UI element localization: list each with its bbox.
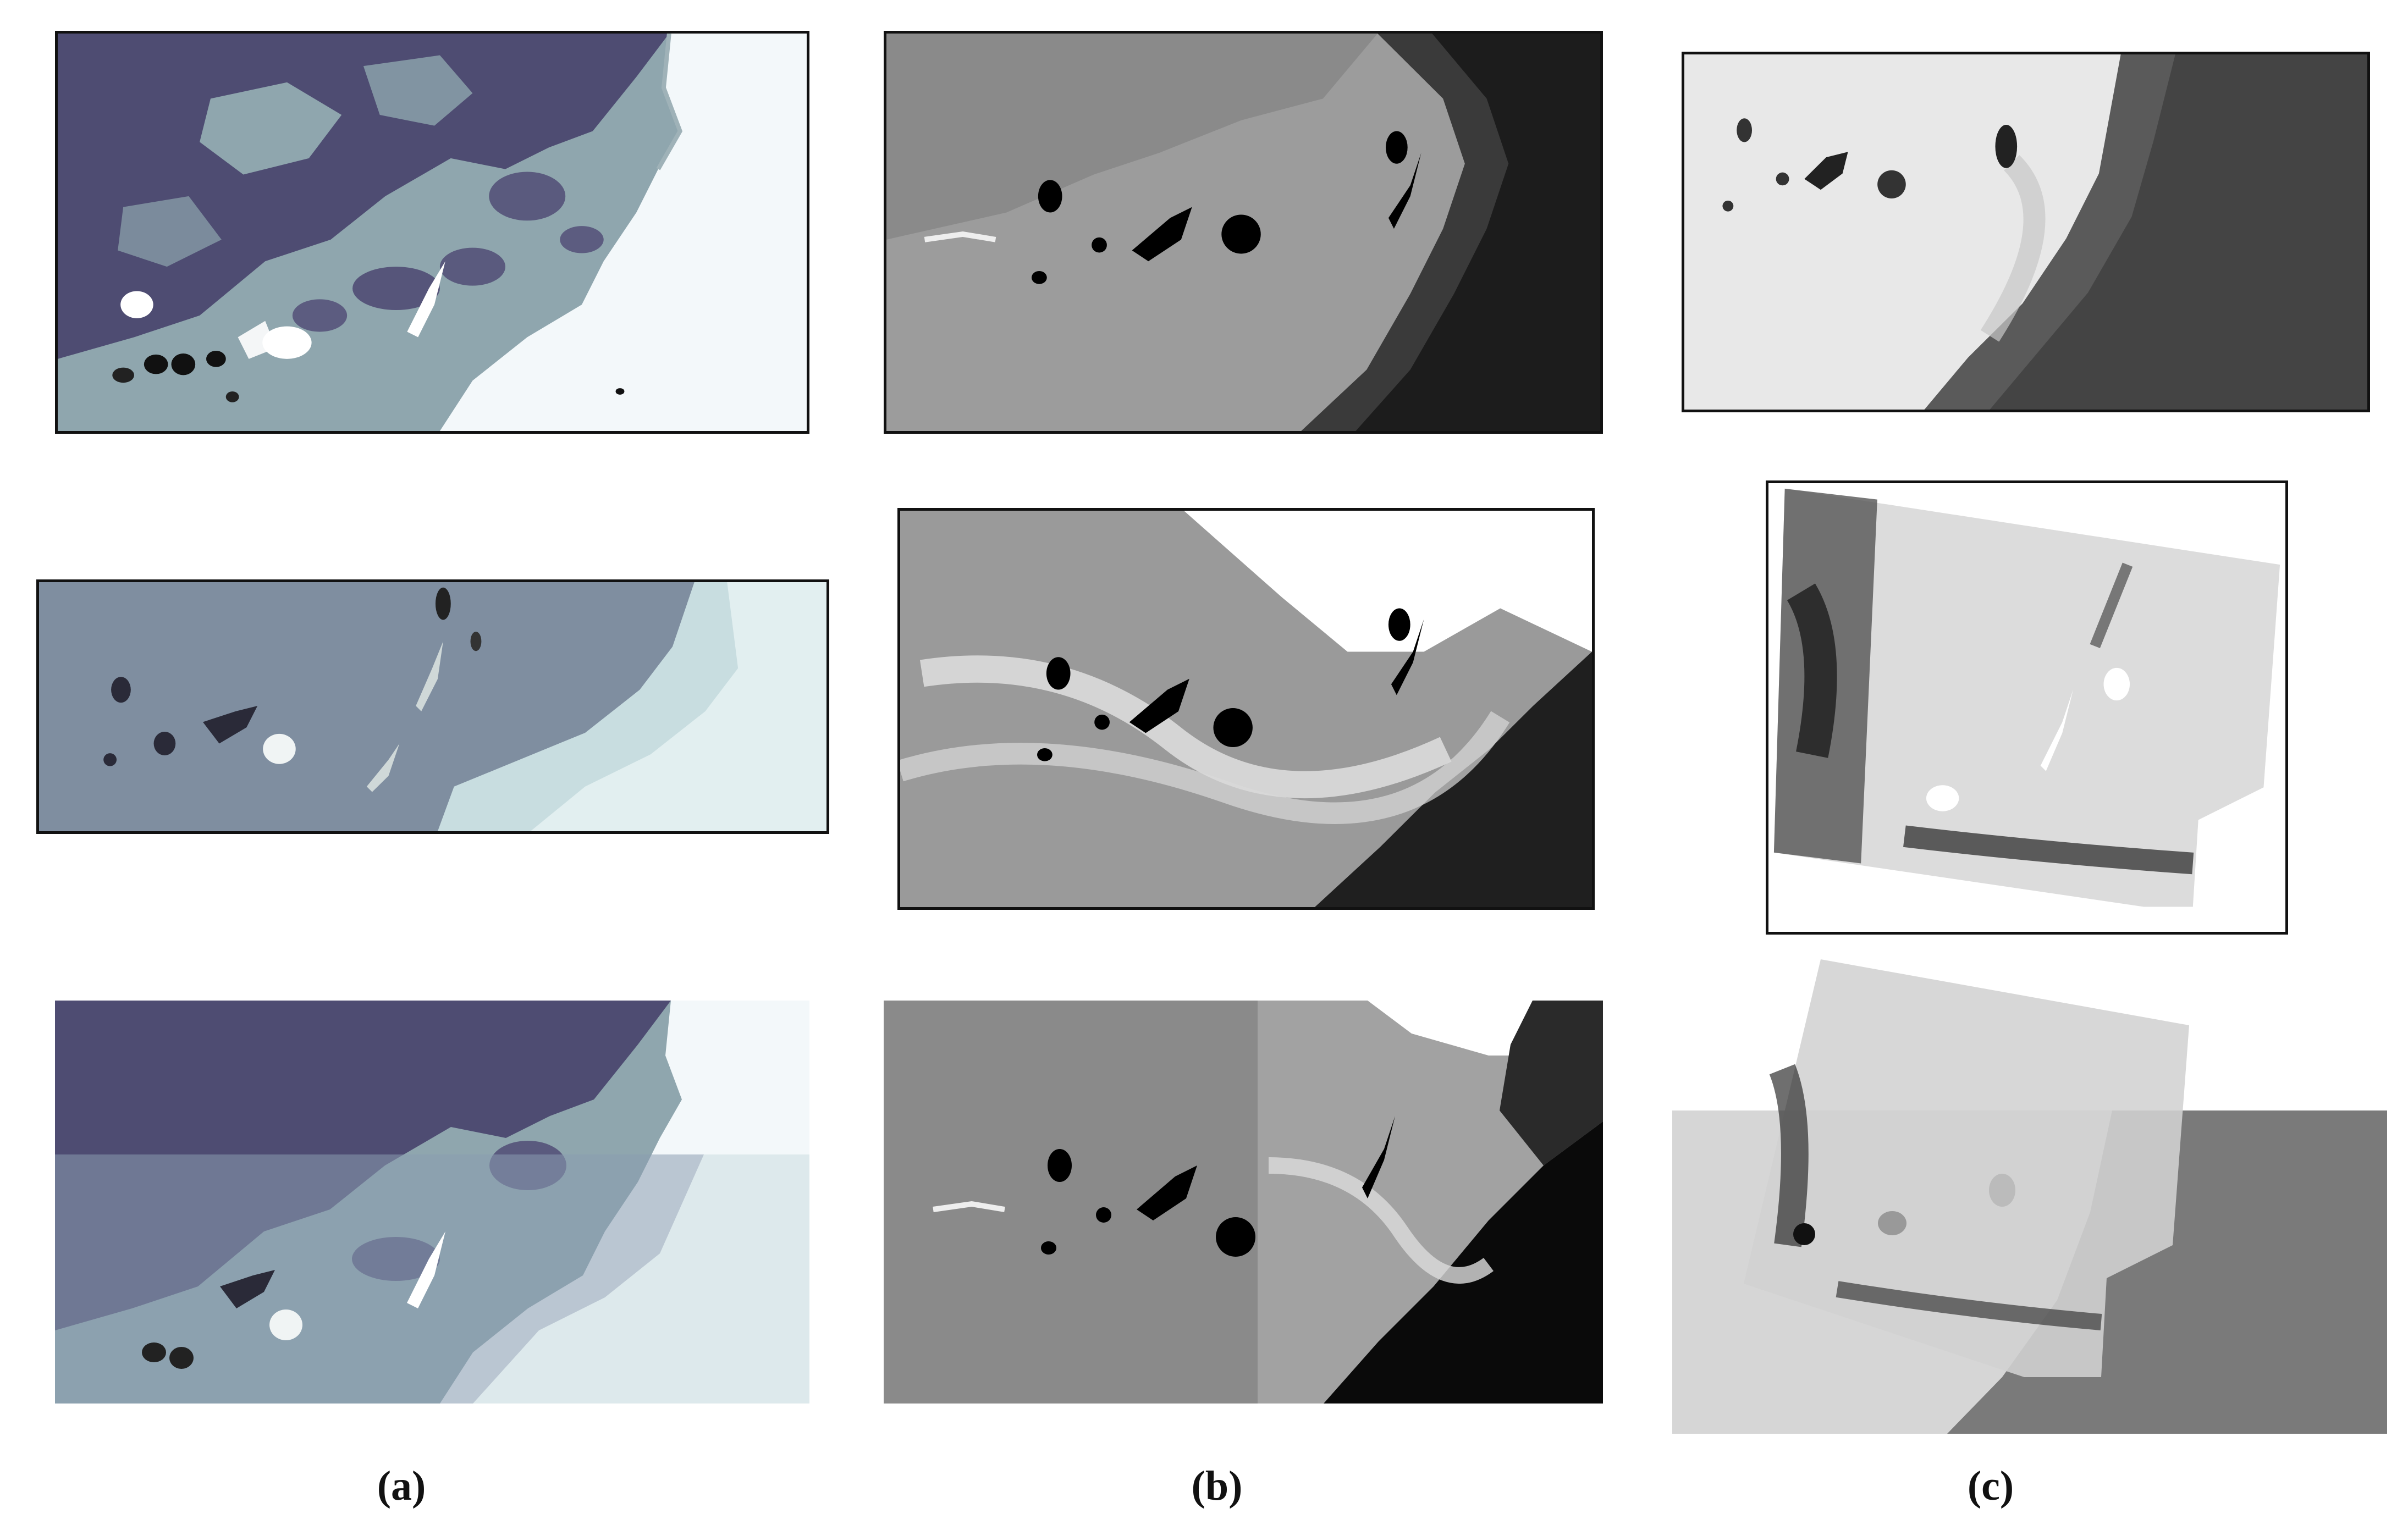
panel-c-fused [1672, 959, 2387, 1434]
panel-b-reference [884, 31, 1603, 434]
satellite-image-a3 [55, 1001, 809, 1404]
panel-c-reference [1682, 52, 2370, 412]
satellite-image-a1 [58, 34, 807, 431]
satellite-image-b3 [884, 1001, 1603, 1404]
satellite-image-b1 [886, 34, 1600, 431]
satellite-image-b2 [900, 511, 1592, 907]
panel-a-sensed [36, 579, 829, 834]
satellite-image-a2 [39, 582, 826, 831]
panel-a-reference [55, 31, 809, 434]
caption-c: (c) [1967, 1463, 2014, 1509]
panel-b-fused [884, 1001, 1603, 1404]
satellite-image-c3 [1672, 959, 2387, 1434]
caption-a: (a) [377, 1463, 426, 1509]
caption-b: (b) [1191, 1463, 1243, 1509]
panel-a-fused [55, 1001, 809, 1404]
panel-b-sensed [897, 508, 1595, 910]
panel-c-sensed-frame [1766, 480, 2288, 935]
satellite-image-c1 [1684, 54, 2367, 410]
satellite-image-c2 [1773, 488, 2280, 907]
